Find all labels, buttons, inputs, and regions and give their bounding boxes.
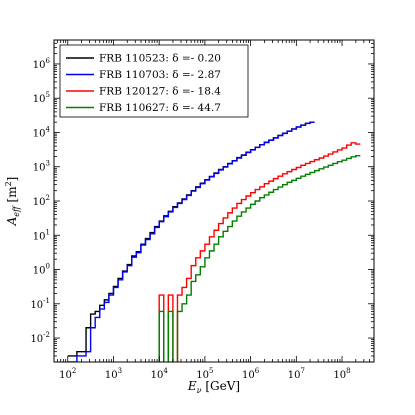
y-axis-label: Aeff [m2] (4, 177, 21, 227)
legend-label: FRB 110627: δ =- 44.7 (99, 102, 221, 114)
x-tick-label: 108 (333, 367, 350, 381)
legend: FRB 110523: δ =- 0.20 FRB 110703: δ =- 2.… (59, 44, 249, 118)
y-tick-label: 101 (33, 228, 50, 242)
y-tick-label: 104 (33, 125, 51, 139)
series-line-3 (158, 142, 361, 362)
series-layer (67, 121, 361, 362)
x-axis-label: Eν [GeV] (187, 379, 240, 395)
y-tick-label: 106 (33, 57, 51, 71)
series-line-2 (67, 121, 315, 362)
y-tick-label: 10-1 (30, 297, 50, 311)
x-tick-label: 106 (242, 367, 260, 381)
legend-label: FRB 110703: δ =- 2.87 (99, 69, 221, 81)
tick-labels-layer: 102 103 104 105 106 107 108 10-2 10-1 100 101 102 10… (30, 57, 350, 381)
x-tick-label: 105 (196, 367, 213, 381)
y-tick-label: 10-2 (30, 331, 50, 345)
y-tick-label: 103 (33, 160, 50, 174)
x-tick-label: 102 (59, 367, 76, 381)
legend-box (59, 44, 249, 118)
x-tick-label: 104 (151, 367, 169, 381)
legend-label: FRB 120127: δ =- 18.4 (99, 86, 221, 98)
x-tick-label: 103 (105, 367, 122, 381)
ticks-layer (54, 40, 374, 362)
y-tick-label: 105 (33, 91, 50, 105)
series-line-4 (158, 155, 361, 362)
legend-label: FRB 110523: δ =- 0.20 (99, 53, 221, 65)
y-tick-label: 100 (33, 263, 50, 277)
y-tick-label: 102 (33, 194, 50, 208)
x-tick-label: 107 (288, 367, 305, 381)
